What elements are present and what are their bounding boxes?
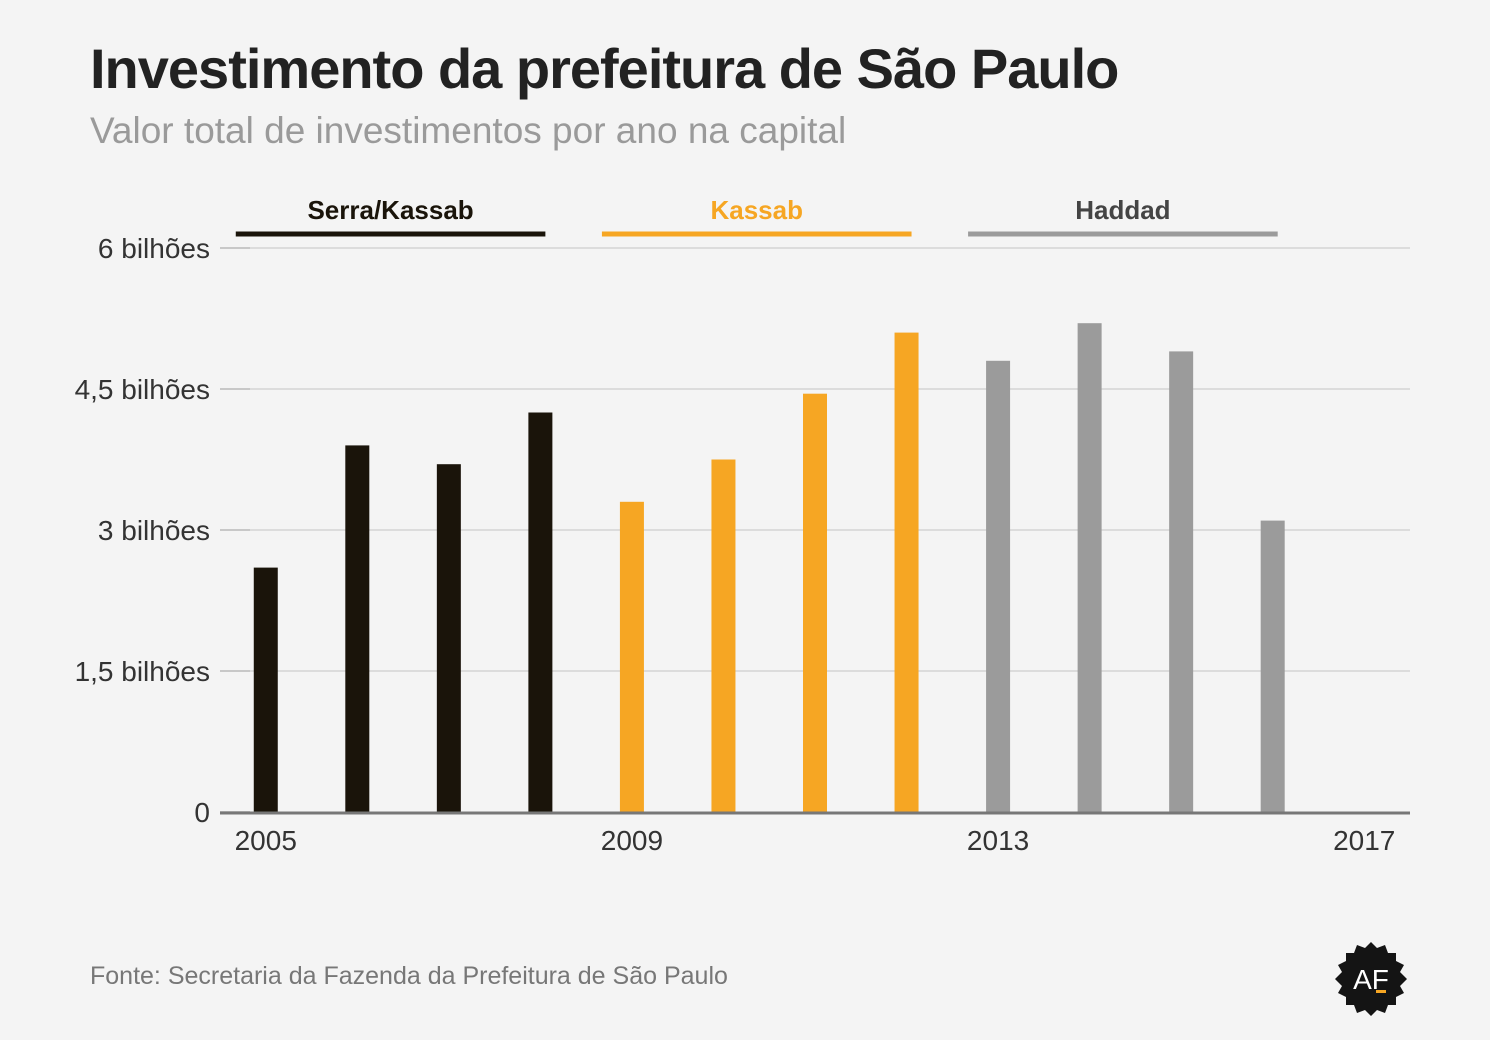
bar — [1077, 323, 1102, 812]
chart-title: Investimento da prefeitura de São Paulo — [90, 37, 1119, 100]
logo-accent — [1376, 990, 1386, 993]
x-tick-label: 2005 — [235, 825, 297, 856]
bar — [528, 412, 553, 812]
y-axis: 0 1,5 bilhões 3 bilhões 4,5 bilhões 6 bilhõe… — [75, 233, 250, 828]
bar — [711, 459, 736, 812]
period-label: Serra/Kassab — [307, 195, 473, 225]
y-tick-label: 3 bilhões — [98, 515, 210, 546]
source-note: Fonte: Secretaria da Fazenda da Prefeitu… — [90, 962, 728, 990]
bar — [619, 501, 644, 812]
bars — [253, 323, 1285, 812]
y-tick-label: 1,5 bilhões — [75, 656, 210, 687]
x-tick-label: 2017 — [1333, 825, 1395, 856]
y-tick-label: 4,5 bilhões — [75, 374, 210, 405]
y-tick-label: 6 bilhões — [98, 233, 210, 264]
bar — [1260, 520, 1285, 812]
bar — [894, 332, 919, 812]
period-label: Haddad — [1075, 195, 1170, 225]
bar — [986, 360, 1011, 812]
chart-subtitle: Valor total de investimentos por ano na … — [90, 110, 847, 151]
bar — [803, 393, 827, 812]
period-label: Kassab — [710, 195, 803, 225]
bar — [253, 567, 278, 812]
x-axis: 2005 2009 2013 2017 — [220, 811, 1410, 856]
bar — [1169, 351, 1194, 812]
logo-badge-shape — [1335, 942, 1407, 1016]
logo-text: AF — [1353, 964, 1389, 995]
gridlines — [250, 247, 1410, 672]
x-tick-label: 2013 — [967, 825, 1029, 856]
x-tick-label: 2009 — [601, 825, 663, 856]
bar — [436, 464, 461, 812]
y-tick-label: 0 — [194, 797, 210, 828]
af-logo-icon: AF — [1335, 942, 1407, 1016]
period-legend: Serra/Kassab Kassab Haddad — [235, 195, 1278, 237]
bar — [345, 445, 370, 812]
